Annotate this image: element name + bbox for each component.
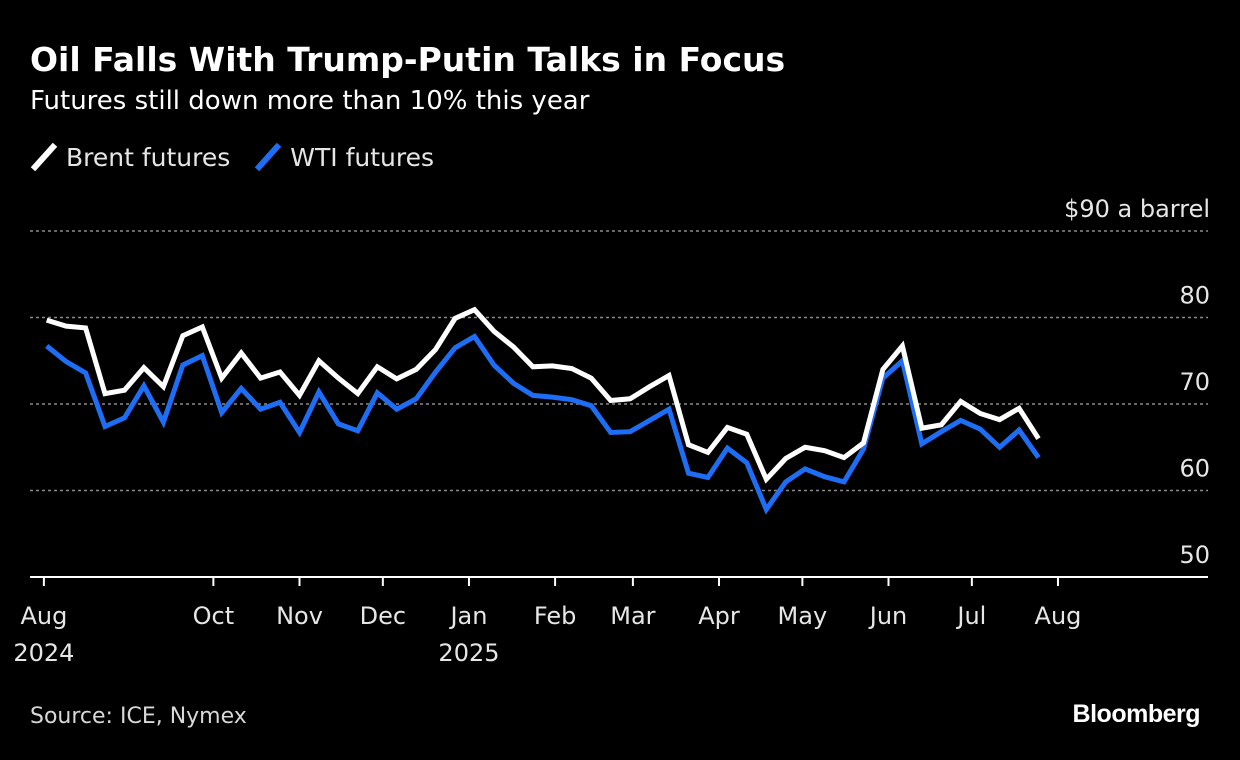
chart-subtitle: Futures still down more than 10% this ye… [30, 86, 590, 116]
x-tick-label: Aug [20, 602, 67, 630]
x-tick-label: Oct [193, 602, 235, 630]
legend-item-wti: WTI futures [254, 142, 434, 172]
x-tick-label: Jan [448, 602, 487, 630]
brent-series-line [45, 306, 1041, 484]
bloomberg-logo: Bloomberg [1072, 700, 1201, 728]
source-note: Source: ICE, Nymex [30, 704, 247, 729]
chart-legend: Brent futures WTI futures [30, 142, 458, 172]
x-tick-label: Mar [610, 602, 655, 630]
x-tick-label: Dec [360, 602, 406, 630]
brent-swatch-icon [30, 142, 58, 172]
x-tick-label: Aug [1035, 602, 1082, 630]
y-tick-label: 80 [1179, 282, 1210, 310]
chart-title: Oil Falls With Trump-Putin Talks in Focu… [30, 40, 786, 79]
x-tick-label: Jul [955, 602, 986, 630]
series-layer [45, 306, 1041, 515]
y-tick-label: 70 [1179, 368, 1210, 396]
y-tick-label: $90 a barrel [1064, 195, 1210, 223]
x-tick-label: Feb [534, 602, 577, 630]
x-tick-label: May [778, 602, 828, 630]
legend-label-brent: Brent futures [66, 142, 231, 172]
x-tick-year-label: 2024 [13, 639, 74, 667]
x-tick-label: Apr [698, 602, 740, 630]
grid-layer [30, 230, 1208, 578]
x-tick-label: Jun [868, 602, 908, 630]
y-tick-label: 50 [1179, 541, 1210, 569]
legend-label-wti: WTI futures [290, 142, 435, 172]
y-tick-label: 60 [1179, 455, 1210, 483]
axis-layer: $90 a barrel 80 70 60 50 Aug 2024 Oct Nov Dec Jan 2… [13, 195, 1210, 667]
wti-swatch-icon [255, 142, 282, 172]
x-tick-year-label: 2025 [438, 639, 499, 667]
legend-item-brent: Brent futures [30, 142, 230, 172]
x-tick-label: Nov [276, 602, 323, 630]
